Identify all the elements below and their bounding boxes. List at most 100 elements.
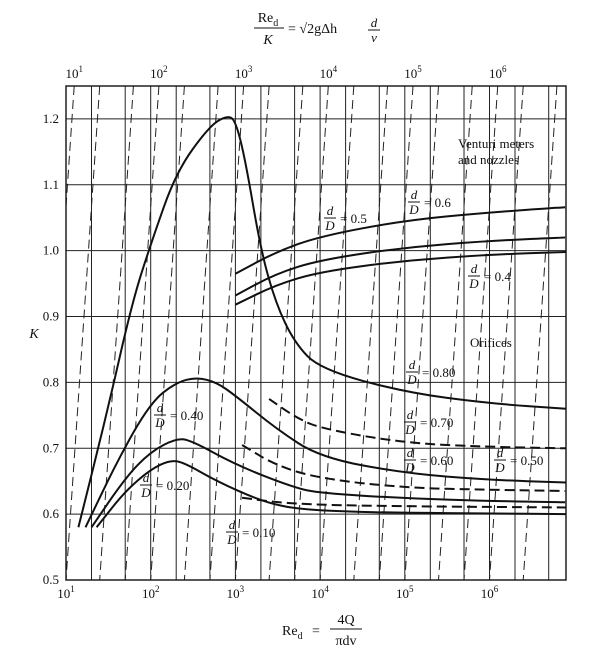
top-dashed-line <box>183 86 219 580</box>
top-tick-label: 106 <box>489 64 507 81</box>
x-tick-label: 101 <box>57 584 75 601</box>
x-tick-label: 106 <box>481 584 499 601</box>
ratio-label-venturi-06-frac-den: D <box>408 202 419 217</box>
ratio-label-orifice-060-frac-num: d <box>407 445 414 460</box>
top-tick-label: 104 <box>320 64 338 81</box>
x-axis-label: Red = 4Q πdv <box>282 613 362 649</box>
x-tick-label: 102 <box>142 584 160 601</box>
ratio-label-orifice-080-value: = 0.80 <box>422 365 455 380</box>
y-tick-label: 0.5 <box>43 572 59 587</box>
label-layer: 0.5 0.6 0.7 0.8 0.9 1.0 1.1 1.2 101 102 103 104 105 1… <box>28 11 543 649</box>
top-tick-label: 101 <box>65 64 83 81</box>
x-tick-label: 104 <box>311 584 329 601</box>
ratio-label-orifice-060-value: = 0.60 <box>420 453 453 468</box>
ratio-label-orifice-020-frac-num: d <box>143 470 150 485</box>
top-label-re: Red <box>258 11 279 29</box>
y-tick-label: 0.6 <box>43 506 60 521</box>
top-tick-label: 105 <box>404 64 422 81</box>
ratio-label-orifice-050-frac-num: d <box>497 445 504 460</box>
y-tick-label: 1.0 <box>43 243 59 258</box>
ratio-label-orifice-060-frac-den: D <box>404 460 415 475</box>
top-dashed-line <box>268 86 304 580</box>
top-dashed-line <box>99 86 134 580</box>
ratio-label-orifice-050-value: = 0.50 <box>510 453 543 468</box>
ratio-label-orifice-080-frac-num: d <box>409 357 416 372</box>
top-axis-label: Red K = √2gΔh dv <box>254 11 380 48</box>
ratio-label-venturi-05-frac-den: D <box>324 218 335 233</box>
top-label-eq: = √2gΔh <box>288 22 337 37</box>
ratio-label-venturi-06-frac-num: d <box>411 187 418 202</box>
orifices-curve-0.6 <box>241 444 566 493</box>
ratio-label-orifice-040-frac: dD <box>154 400 166 430</box>
top-dashed-line <box>150 86 185 580</box>
x-tick-label: 105 <box>396 584 414 601</box>
ratio-label-orifice-020-value: = 0.20 <box>156 478 189 493</box>
ratio-label-orifice-020-frac-den: D <box>140 485 151 500</box>
top-dashed-line <box>66 86 101 580</box>
ratio-label-orifice-010-frac: dD <box>226 517 238 547</box>
y-tick-label: 0.8 <box>43 374 59 389</box>
top-label-frac-den: v <box>371 30 377 45</box>
ratio-label-venturi-06-frac: dD <box>408 187 420 217</box>
ratio-label-orifice-050-frac: dD <box>494 445 506 475</box>
ratio-label-orifice-010-frac-num: d <box>229 517 236 532</box>
top-reynolds-layer <box>66 86 558 580</box>
ratio-label-venturi-05-value: = 0.5 <box>340 211 367 226</box>
top-dashed-line <box>319 86 355 580</box>
top-label-frac: dv <box>368 15 380 45</box>
top-dashed-line <box>438 86 473 580</box>
x-label-num: 4Q <box>337 613 354 628</box>
ratio-label-orifice-080-frac-den: D <box>406 372 417 387</box>
top-dashed-line <box>463 86 499 580</box>
venturi-curve-0.4 <box>234 251 566 306</box>
top-dashed-line <box>234 86 270 580</box>
ratio-label-orifice-060-frac: dD <box>404 445 416 475</box>
ratio-label-orifice-020-frac: dD <box>140 470 152 500</box>
ratio-label-orifice-040-frac-den: D <box>154 415 165 430</box>
ratio-label-orifice-080-frac: dD <box>406 357 418 387</box>
top-dashed-line <box>522 86 558 580</box>
ratio-label-orifice-070-value: = 0.70 <box>420 415 453 430</box>
venturi-curve-0.6 <box>234 206 566 275</box>
top-tick-label: 102 <box>150 64 168 81</box>
orifices-curve-0.2 <box>90 438 566 528</box>
orifices-curve-0.4 <box>84 377 566 528</box>
x-label-eq: = <box>312 624 320 639</box>
ratio-label-orifice-040-value: = 0.40 <box>170 408 203 423</box>
top-label-frac-num: d <box>371 15 378 30</box>
grid-layer <box>66 86 566 580</box>
x-label-den: πdv <box>335 634 356 649</box>
orifices-curve-0.7 <box>268 398 566 450</box>
ratio-label-orifice-050-frac-den: D <box>494 460 505 475</box>
ratio-label-venturi-04-frac-num: d <box>471 261 478 276</box>
ratio-label-venturi-04-frac: dD <box>468 261 480 291</box>
y-tick-label: 0.7 <box>43 440 60 455</box>
orifices-curve-0.8 <box>77 116 566 528</box>
ratio-label-venturi-05-frac: dD <box>324 203 336 233</box>
ratio-label-venturi-04-frac-den: D <box>468 276 479 291</box>
ratio-label-orifice-010-frac-den: D <box>226 532 237 547</box>
top-dashed-line <box>294 86 329 580</box>
top-dashed-line <box>124 86 160 580</box>
y-axis-label: K <box>28 327 39 342</box>
top-dashed-line <box>489 86 524 580</box>
ratio-label-venturi-04-value: = 0.4 <box>484 269 511 284</box>
y-tick-label: 1.2 <box>43 111 59 126</box>
venturi-label-line1: Venturi meters <box>458 136 534 151</box>
orifices-curve-0.1 <box>95 460 566 528</box>
ratio-label-orifice-010-value: = 0.10 <box>242 525 275 540</box>
ratio-label-venturi-05-frac-num: d <box>327 203 334 218</box>
x-label-re: Red <box>282 624 303 642</box>
ratio-label-orifice-040-frac-num: d <box>157 400 164 415</box>
ratio-label-orifice-070-frac-num: d <box>407 407 414 422</box>
y-tick-label: 0.9 <box>43 309 59 324</box>
venturi-label-line2: and nozzles <box>458 152 519 167</box>
top-tick-label: 103 <box>235 64 253 81</box>
x-tick-label: 103 <box>227 584 245 601</box>
venturi-curve-0.5 <box>234 236 566 297</box>
top-dashed-line <box>353 86 389 580</box>
curve-layer <box>77 116 566 528</box>
top-dashed-line <box>209 86 245 580</box>
ratio-label-venturi-06-value: = 0.6 <box>424 195 451 210</box>
